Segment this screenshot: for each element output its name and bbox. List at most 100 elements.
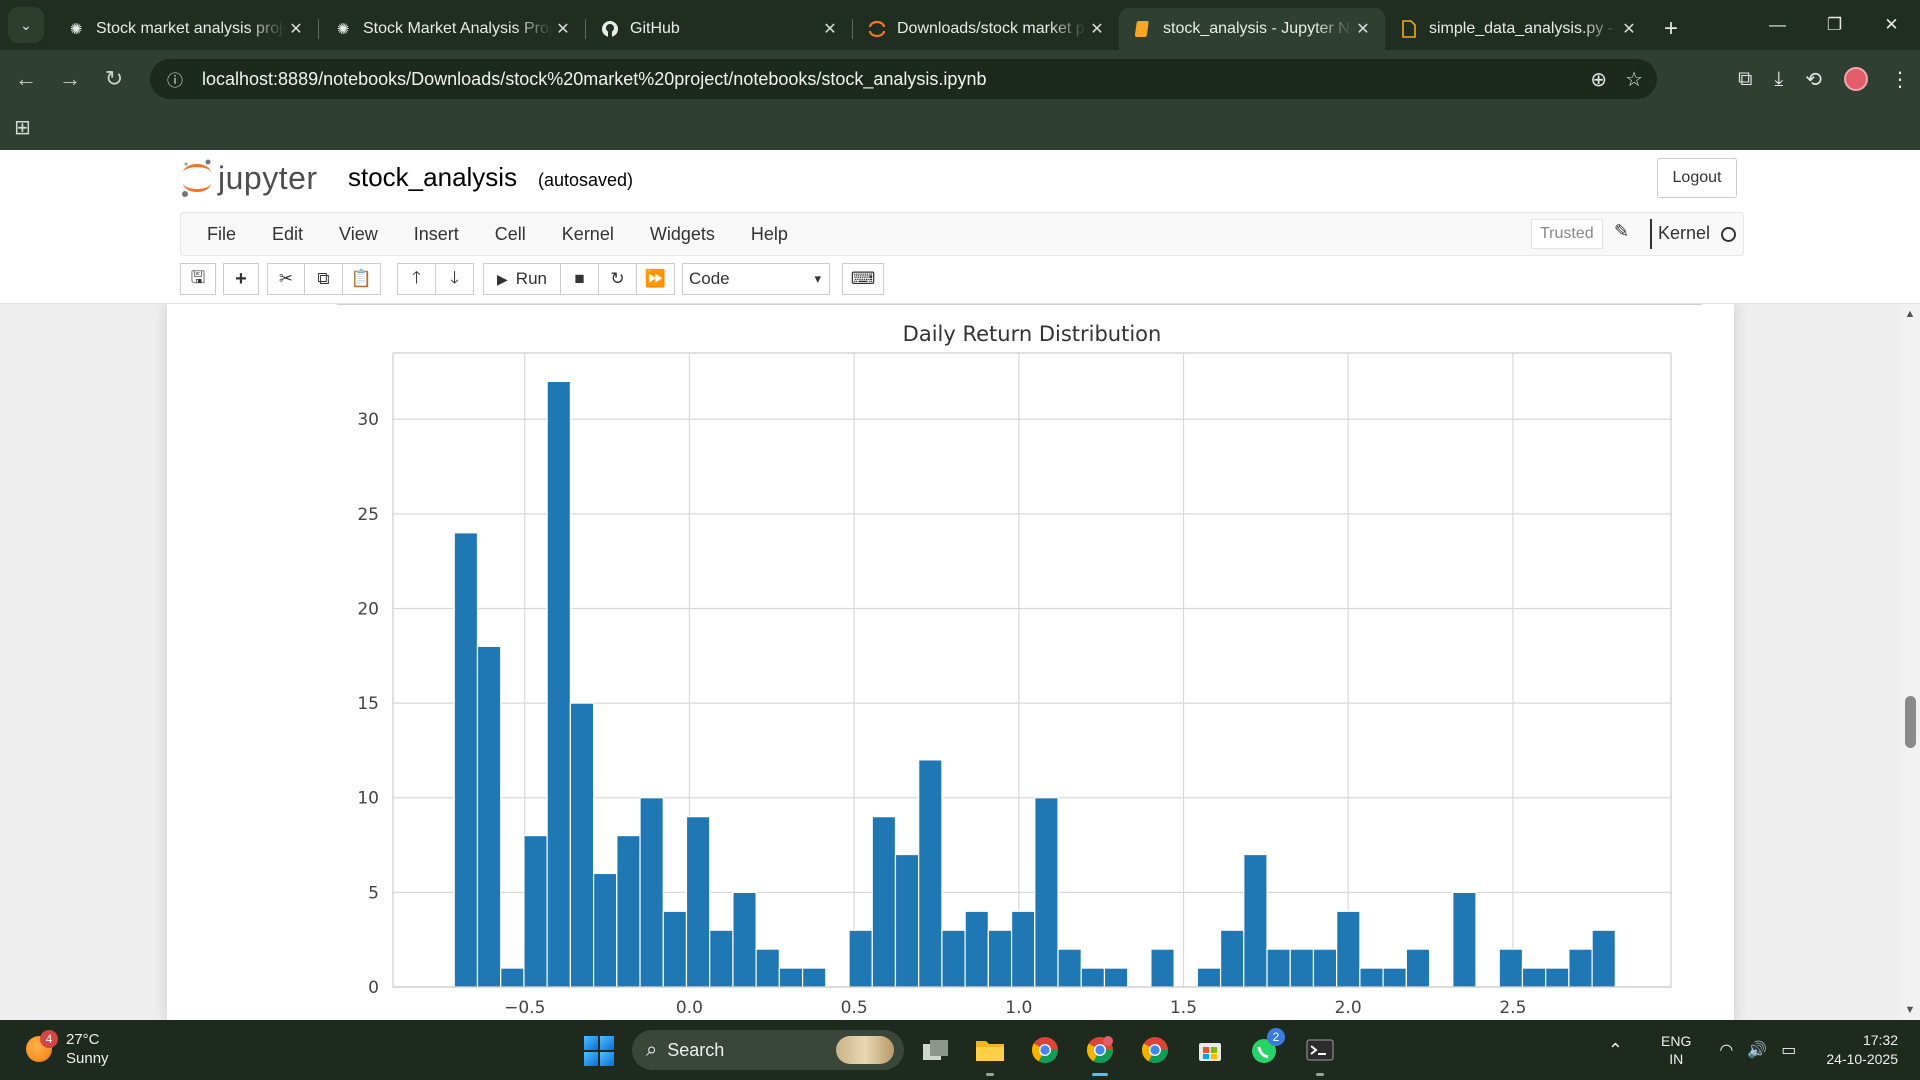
scroll-down-icon[interactable]: ▼ [1904, 1004, 1916, 1016]
profile-avatar[interactable] [1844, 67, 1868, 91]
openai-icon: ✺ [336, 21, 350, 38]
save-button[interactable]: 🖫 [180, 263, 216, 295]
site-info-icon[interactable]: ⓘ [166, 73, 183, 90]
file-explorer-icon[interactable] [972, 1032, 1008, 1076]
menu-file[interactable]: File [207, 223, 237, 244]
histogram-bar [732, 891, 757, 988]
chrome-icon[interactable] [1137, 1032, 1173, 1068]
histogram-bar [616, 834, 641, 988]
windows-start-icon[interactable] [584, 1036, 614, 1066]
jupyter-logo-icon [180, 158, 214, 198]
browser-tab-bar: ⌄ ✺ Stock market analysis proje ✕ ✺ Stoc… [0, 0, 1920, 50]
kernel-separator [1650, 219, 1652, 249]
apps-grid-icon[interactable]: ⊞ [14, 117, 31, 139]
bookmarks-bar: ⊞ [0, 108, 1920, 150]
performance-icon[interactable]: ⟲ [1805, 68, 1822, 91]
paste-button[interactable]: 📋 [342, 263, 381, 295]
chevron-down-icon: ⌄ [20, 16, 32, 33]
cut-button[interactable]: ✂ [267, 263, 305, 295]
restart-run-all-button[interactable]: ⏩ [636, 263, 675, 295]
page-scrollbar[interactable]: ▲ ▼ [1900, 304, 1920, 1020]
browser-tab-active[interactable]: stock_analysis - Jupyter No ✕ [1119, 8, 1385, 50]
jupyter-logo[interactable]: jupyter [180, 158, 318, 198]
address-bar[interactable]: ⓘ localhost:8889/notebooks/Downloads/sto… [150, 59, 1657, 99]
close-icon[interactable]: ✕ [556, 21, 570, 38]
new-tab-button[interactable]: + [1651, 8, 1691, 50]
back-icon[interactable]: ← [15, 66, 37, 91]
language-indicator[interactable]: ENG IN [1661, 1032, 1691, 1068]
chrome-profile-icon[interactable] [1027, 1032, 1063, 1068]
kernel-name[interactable]: Kernel [1658, 223, 1711, 243]
menu-help[interactable]: Help [750, 223, 788, 244]
menu-kebab-icon[interactable]: ⋮ [1890, 68, 1910, 91]
tab-search-button[interactable]: ⌄ [8, 7, 44, 43]
forward-icon[interactable]: → [59, 66, 81, 91]
scroll-up-icon[interactable]: ▲ [1904, 308, 1916, 320]
task-view-icon[interactable] [918, 1032, 954, 1068]
histogram-bar [1289, 948, 1315, 988]
terminal-icon[interactable] [1302, 1032, 1338, 1076]
menu-insert[interactable]: Insert [413, 223, 459, 244]
copy-button[interactable]: ⧉ [304, 263, 343, 295]
arrow-down-icon: 🡓 [450, 267, 459, 287]
browser-tab[interactable]: Downloads/stock market p ✕ [853, 8, 1119, 50]
y-tick-label: 10 [357, 789, 379, 809]
logout-button[interactable]: Logout [1657, 158, 1737, 198]
menu-widgets[interactable]: Widgets [649, 223, 715, 244]
taskbar-search[interactable]: ⌕ Search [632, 1030, 904, 1070]
microsoft-store-icon[interactable] [1192, 1032, 1228, 1068]
tab-title: Stock market analysis proje [96, 20, 286, 37]
toolbar-actions: ⧉ ⤓ ⟲ ⋮ [1738, 59, 1910, 99]
restore-icon[interactable]: ❐ [1826, 15, 1843, 34]
window-controls: — ❐ ✕ [1749, 0, 1920, 50]
close-icon[interactable]: ✕ [1090, 21, 1104, 38]
insert-cell-button[interactable]: + [223, 263, 259, 295]
scrollbar-thumb[interactable] [1905, 696, 1916, 748]
histogram-bar [1150, 948, 1175, 988]
browser-tab[interactable]: ✺ Stock market analysis proje ✕ [52, 8, 318, 50]
tab-separator [318, 19, 319, 39]
restart-button[interactable]: ↻ [598, 263, 637, 295]
whatsapp-icon[interactable]: 2 [1247, 1028, 1285, 1068]
histogram-bar [1103, 967, 1129, 988]
clock[interactable]: 17:32 24-10-2025 [1826, 1031, 1898, 1069]
menu-cell[interactable]: Cell [494, 223, 526, 244]
pencil-icon[interactable]: ✎ [1614, 221, 1630, 241]
menu-edit[interactable]: Edit [272, 223, 304, 244]
bookmark-star-icon[interactable]: ☆ [1625, 69, 1643, 91]
x-tick-label: 1.5 [1170, 998, 1197, 1018]
github-icon [600, 19, 620, 39]
command-palette-button[interactable]: ⌨ [842, 263, 884, 295]
downloads-icon[interactable]: ⤓ [1774, 67, 1784, 90]
menu-view[interactable]: View [339, 223, 378, 244]
close-icon[interactable]: ✕ [823, 21, 837, 38]
weather-badge: 4 [40, 1030, 58, 1048]
restart-icon: ↻ [610, 269, 625, 288]
zoom-icon[interactable]: ⊕ [1590, 69, 1608, 91]
move-down-button[interactable]: 🡓 [435, 263, 474, 295]
trusted-indicator[interactable]: Trusted [1531, 219, 1603, 249]
browser-tab[interactable]: simple_data_analysis.py - J ✕ [1385, 8, 1651, 50]
close-icon[interactable]: ✕ [1356, 21, 1370, 38]
close-window-icon[interactable]: ✕ [1884, 15, 1899, 34]
close-icon[interactable]: ✕ [289, 21, 303, 38]
histogram-bar [592, 872, 618, 988]
menu-kernel[interactable]: Kernel [561, 223, 614, 244]
minimize-icon[interactable]: — [1769, 15, 1786, 34]
notebook-name[interactable]: stock_analysis [348, 162, 518, 192]
cell-type-select[interactable]: Code ▾ [682, 263, 830, 295]
tray-icons[interactable]: ◠ 🔊 ▭ [1719, 1040, 1796, 1060]
arrow-up-icon: 🡑 [412, 267, 421, 287]
interrupt-button[interactable]: ■ [560, 263, 599, 295]
run-button[interactable]: ▶ Run [483, 263, 561, 295]
reload-icon[interactable]: ↻ [104, 66, 124, 91]
close-icon[interactable]: ✕ [1622, 21, 1636, 38]
chrome-active-icon[interactable] [1082, 1032, 1118, 1076]
browser-tab[interactable]: ✺ Stock Market Analysis Proj ✕ [319, 8, 585, 50]
weather-widget[interactable]: 4 27°C Sunny [26, 1030, 109, 1068]
browser-tab[interactable]: GitHub ✕ [586, 8, 852, 50]
extensions-icon[interactable]: ⧉ [1738, 67, 1753, 90]
move-up-button[interactable]: 🡑 [397, 263, 436, 295]
url-text[interactable]: localhost:8889/notebooks/Downloads/stock… [202, 68, 987, 89]
chevron-up-icon[interactable]: ⌃ [1607, 1039, 1624, 1060]
